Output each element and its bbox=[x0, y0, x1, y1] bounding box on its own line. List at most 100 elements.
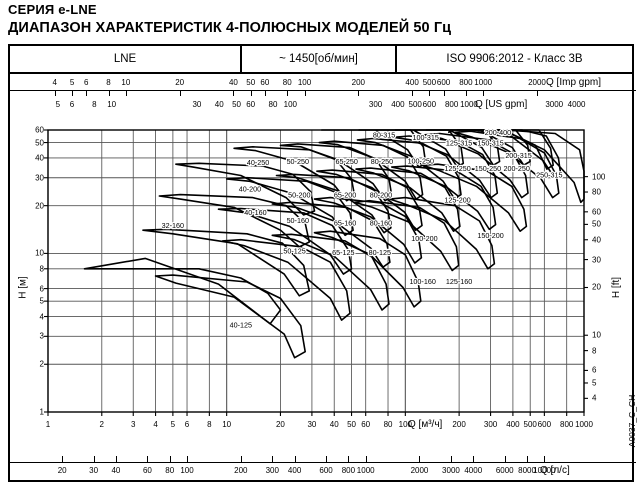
curve-label: 150-315 bbox=[477, 138, 503, 147]
axis-tick-label: 50 bbox=[232, 100, 241, 109]
axis-tick-label: 8 bbox=[207, 420, 212, 429]
axis-tick-label: 2 bbox=[99, 420, 105, 429]
pump-curve-envelope bbox=[356, 137, 462, 200]
curve-label-halo: 200-250 bbox=[503, 164, 529, 173]
axis-tick bbox=[419, 456, 421, 462]
axis-tick bbox=[412, 90, 414, 96]
axis-tick-label: 400 bbox=[391, 100, 405, 109]
curve-label: 80-160 bbox=[370, 218, 392, 227]
header-cell-standard: ISO 9906:2012 - Класс 3В bbox=[446, 53, 583, 65]
axis-tick bbox=[187, 456, 189, 462]
curve-label-halo: 80-315 bbox=[373, 130, 395, 139]
axis-tick-label: 300 bbox=[368, 100, 383, 109]
axis-tick bbox=[86, 90, 88, 96]
axis-tick-label: 800 bbox=[444, 100, 459, 109]
curve-label: 125-200 bbox=[444, 195, 470, 204]
axis-tick bbox=[169, 456, 171, 462]
y-axis-label-left: 30 bbox=[35, 173, 44, 183]
axis-tick-label: 300 bbox=[265, 466, 279, 475]
curve-label: 80-315 bbox=[373, 130, 395, 139]
axis-tick bbox=[473, 456, 475, 462]
axis-tick-label: 10 bbox=[222, 420, 232, 429]
series-title: СЕРИЯ e-LNE bbox=[8, 2, 97, 17]
curve-label: 200-315 bbox=[505, 151, 531, 160]
pump-curve-envelope bbox=[447, 129, 555, 170]
axis-tick-label: 30 bbox=[192, 100, 202, 109]
curve-label: 125-250 bbox=[444, 164, 470, 173]
pump-curve-envelope bbox=[454, 130, 560, 199]
y-axis-label-left: 3 bbox=[39, 331, 44, 341]
axis-tick-label: 100 bbox=[398, 420, 413, 429]
curve-label: 40-125 bbox=[230, 321, 252, 330]
curve-label: 100-315 bbox=[412, 133, 438, 142]
axis-top-imp-gpm: 4 5 6 8 10 20 40 50 60 80 100 200 400 500 600 800 1000 20… bbox=[10, 77, 636, 100]
axis-tick-label: 4000 bbox=[464, 466, 483, 475]
axis-tick-label: 500 bbox=[422, 78, 437, 87]
y-axis-title-left: H [м] bbox=[17, 276, 29, 299]
axis-tick-label: 4 bbox=[153, 420, 158, 429]
axis-tick-label: 200 bbox=[452, 420, 466, 429]
curve-label: 50-160 bbox=[287, 216, 309, 225]
curve-labels: 32-16032-16040-12540-12540-16040-16040-2… bbox=[160, 126, 563, 331]
axis-tick-label: 500 bbox=[408, 100, 422, 109]
curve-label: 100-200 bbox=[411, 234, 437, 243]
pump-curve-envelope bbox=[271, 201, 391, 268]
axis-tick-label: 1000 bbox=[356, 466, 375, 475]
curve-label-halo: 40-125 bbox=[230, 321, 252, 330]
axis-tick-label: 60 bbox=[361, 420, 371, 429]
axis-tick-label: 100 bbox=[297, 78, 312, 87]
curve-label-halo: 50-160 bbox=[287, 216, 309, 225]
axis-tick bbox=[443, 90, 445, 96]
curve-label-halo: 40-200 bbox=[239, 185, 261, 194]
pump-curve-envelope bbox=[271, 233, 390, 311]
axis-tick-label: 600 bbox=[319, 466, 333, 475]
y-axis-label-left: 20 bbox=[35, 201, 44, 211]
y-axis-label-right: 40 bbox=[592, 235, 601, 245]
curve-label: 100-160 bbox=[409, 277, 435, 286]
y-axis-label-right: 6 bbox=[592, 365, 597, 375]
axis-tick-label: 5 bbox=[55, 100, 61, 109]
axis-tick-label: 10 bbox=[121, 78, 131, 87]
axis-tick-label: 50 bbox=[246, 78, 256, 87]
curve-label: 200-250 bbox=[503, 164, 529, 173]
pump-curve-envelope bbox=[355, 167, 461, 232]
pump-curve-envelope bbox=[275, 173, 392, 234]
curve-label: 50-200 bbox=[288, 191, 310, 200]
axis-tick-label: 50 bbox=[347, 420, 356, 429]
curve-label-halo: 100-250 bbox=[408, 156, 434, 165]
axis-tick-label: 8000 bbox=[518, 466, 536, 475]
curve-label-halo: 80-125 bbox=[369, 248, 391, 257]
curve-label-halo: 100-200 bbox=[411, 234, 437, 243]
axis-tick-label: 30 bbox=[89, 466, 99, 475]
pump-curve-envelope bbox=[318, 140, 424, 200]
curve-label: 200-400 bbox=[485, 128, 511, 137]
curve-label: 50-250 bbox=[287, 157, 309, 166]
curve-label-halo: 100-315 bbox=[412, 133, 438, 142]
axis-tick-label: 300 bbox=[483, 420, 498, 429]
axis-tick-label: 4000 bbox=[567, 100, 586, 109]
axis-tick-label: 6000 bbox=[495, 466, 514, 475]
y-axis-label-right: 4 bbox=[592, 393, 597, 403]
axis-bottom-m3h: 1 2 3 4 5 6 8 10 20 30 40 50 60 80 100 200 300 400 500 600 8… bbox=[10, 419, 636, 442]
pump-curve-envelope bbox=[392, 135, 499, 199]
pump-curve-envelope bbox=[279, 143, 393, 202]
drawing-code: A0037_C_CH bbox=[626, 394, 637, 448]
header-cell-speed: ~ 1450[об/мин] bbox=[242, 46, 397, 72]
y-axis-label-right: 20 bbox=[592, 282, 601, 292]
y-axis-label-left: 5 bbox=[39, 296, 44, 306]
curve-label-halo: 40-160 bbox=[244, 208, 266, 217]
axis-tick-label: 100 bbox=[283, 100, 297, 109]
curve-label-halo: 65-200 bbox=[334, 191, 356, 200]
axis-tick-label: 200 bbox=[351, 78, 365, 87]
axis-tick-label: 500 bbox=[523, 420, 537, 429]
y-axis-label-left: 40 bbox=[35, 153, 44, 163]
y-axis-label-right: 100 bbox=[592, 172, 606, 182]
axis-tick-label: 1000 bbox=[575, 420, 593, 429]
curve-label-halo: 150-200 bbox=[477, 231, 503, 240]
axis-tick-label: 6 bbox=[184, 420, 190, 429]
curve-label-halo: 80-200 bbox=[370, 191, 392, 200]
axis-tick-label: 800 bbox=[459, 78, 473, 87]
axis-tick bbox=[287, 90, 289, 96]
axis-line bbox=[10, 90, 636, 91]
axis-tick bbox=[527, 456, 529, 462]
